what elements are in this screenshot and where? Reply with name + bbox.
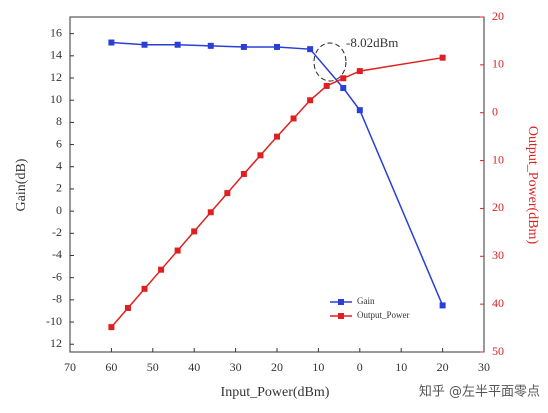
- annotation: -8.02dBm: [346, 35, 398, 50]
- x-tick-label: 20: [271, 360, 283, 374]
- y-tick-label: 12: [50, 336, 62, 350]
- y2-axis-label: Output_Power(dBm): [525, 126, 540, 245]
- point: [124, 304, 131, 311]
- legend-label: Gain: [357, 296, 375, 306]
- x-tick-label: 10: [395, 360, 407, 374]
- point: [274, 133, 280, 140]
- y-tick-label: -6: [52, 269, 62, 283]
- point: [141, 285, 148, 292]
- y-tick-label: 16: [50, 25, 62, 39]
- legend-label: Output_Power: [357, 310, 410, 320]
- x-tick-label: 40: [188, 360, 200, 374]
- y-tick-label: 8: [56, 114, 62, 128]
- y-tick-label: 6: [56, 136, 62, 150]
- point: [356, 107, 363, 114]
- annotation-circle: [313, 42, 347, 82]
- series-line: [111, 41, 444, 306]
- y-tick-label: 0: [56, 203, 62, 217]
- point: [439, 54, 446, 61]
- point: [224, 190, 231, 197]
- y-tick-label: -8: [52, 292, 62, 306]
- point: [207, 209, 214, 216]
- watermark: 知乎 @左半平面零点: [419, 384, 540, 400]
- y-tick-label: 2: [56, 181, 62, 195]
- point: [323, 82, 330, 89]
- y2-tick-label: 30: [492, 248, 504, 262]
- plot-frame: [69, 16, 485, 353]
- point: [108, 39, 115, 46]
- x-tick-label: 20: [437, 360, 449, 374]
- y2-tick-label: 40: [492, 296, 504, 310]
- y2-tick-label: 10: [492, 57, 504, 71]
- legend-marker: [338, 313, 344, 319]
- x-tick-label: 0: [357, 360, 363, 374]
- point: [240, 170, 247, 177]
- y-tick-label: 14: [50, 48, 62, 62]
- x-tick-label: 30: [230, 360, 242, 374]
- x-tick-label: 30: [478, 360, 490, 374]
- point: [257, 152, 264, 159]
- y-tick-label: 10: [50, 92, 62, 106]
- point: [307, 97, 314, 104]
- point: [174, 247, 181, 254]
- point: [158, 266, 165, 273]
- point: [141, 41, 148, 48]
- x-tick-label: 70: [64, 360, 76, 374]
- point: [340, 75, 347, 82]
- y-tick-label: -10: [46, 314, 62, 328]
- series-line: [110, 56, 443, 328]
- point: [340, 84, 347, 91]
- point: [274, 43, 280, 50]
- point: [307, 46, 314, 53]
- y-tick-label: -2: [52, 225, 62, 239]
- point: [439, 302, 446, 309]
- point: [191, 228, 198, 235]
- y-tick-label: 12: [50, 70, 62, 84]
- y-tick-label: -4: [52, 247, 62, 261]
- point: [174, 41, 181, 48]
- y2-tick-label: 20: [492, 9, 504, 23]
- x-tick-label: 10: [312, 360, 324, 374]
- x-axis-label: Input_Power(dBm): [221, 385, 330, 400]
- y-tick-label: 4: [56, 159, 62, 173]
- y2-tick-label: 10: [492, 152, 504, 166]
- y2-tick-label: 20: [492, 200, 504, 214]
- x-tick-label: 60: [105, 360, 117, 374]
- x-tick-label: 50: [147, 360, 159, 374]
- point: [240, 43, 247, 50]
- point: [207, 42, 214, 49]
- y2-tick-label: 0: [492, 104, 498, 118]
- point: [108, 324, 115, 331]
- point: [356, 68, 363, 75]
- y2-tick-label: 50: [492, 344, 504, 358]
- legend-marker: [338, 299, 344, 305]
- y-axis-label: Gain(dB): [14, 158, 29, 211]
- point: [290, 115, 297, 122]
